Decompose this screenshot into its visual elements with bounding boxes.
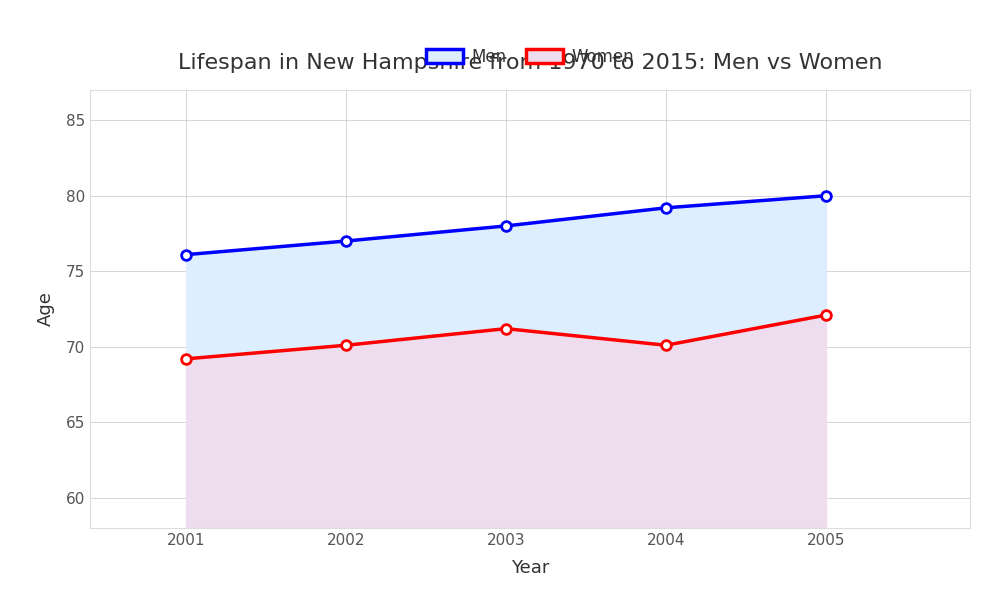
Y-axis label: Age: Age: [37, 292, 55, 326]
Legend: Men, Women: Men, Women: [419, 41, 641, 73]
Title: Lifespan in New Hampshire from 1970 to 2015: Men vs Women: Lifespan in New Hampshire from 1970 to 2…: [178, 53, 882, 73]
X-axis label: Year: Year: [511, 559, 549, 577]
